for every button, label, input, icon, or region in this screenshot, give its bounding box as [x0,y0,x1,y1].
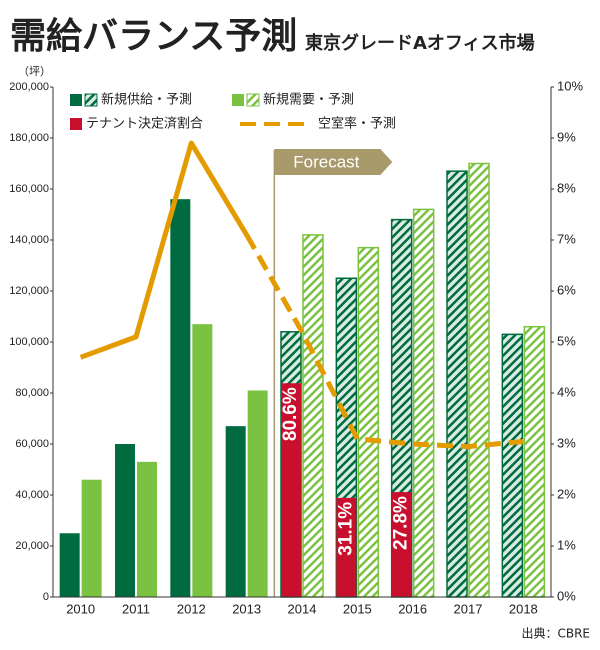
legend-label: テナント決定済割合 [86,116,203,132]
y-tick-label: 120,000 [9,285,49,297]
committed-label: 27.8% [391,496,412,550]
legend-swatch [70,118,82,130]
committed-label: 80.6% [280,387,301,441]
x-tick-label: 2010 [66,601,95,616]
y2-tick-label: 10% [557,78,583,93]
vacancy-line-actual [79,140,249,360]
x-tick-label: 2016 [398,601,427,616]
x-tick-label: 2013 [232,601,261,616]
y-tick-label: 0 [43,591,49,603]
legend-label: 空室率・予測 [318,116,396,132]
legend-swatch [246,93,260,107]
y-tick-label: 60,000 [15,438,49,450]
demand-bar [192,324,213,597]
x-tick-label: 2017 [454,601,483,616]
y2-tick-label: 6% [557,282,576,297]
y-tick-label: 140,000 [9,234,49,246]
committed-bar [391,492,412,597]
legend-swatch [84,93,98,107]
y-tick-label: 80,000 [15,387,49,399]
legend-label: 新規供給・予測 [101,92,192,108]
forecast-arrow [274,149,393,175]
legend-swatch [70,94,82,106]
y-tick-label: 40,000 [15,489,49,501]
y2-tick-label: 5% [557,333,576,348]
committed-label: 31.1% [335,502,356,556]
y2-tick-label: 7% [557,231,576,246]
y2-tick-label: 0% [557,588,576,603]
demand-bar [137,461,157,597]
demand-bar [468,162,490,598]
forecast-label: Forecast [293,152,359,171]
y2-tick-label: 8% [557,180,576,195]
y-unit: （坪） [18,65,51,78]
x-tick-label: 2014 [288,601,317,616]
demand-bar [81,479,102,597]
y-tick-label: 20,000 [15,540,49,552]
supply-bar [170,199,191,597]
supply-bar [501,333,524,598]
x-tick-label: 2015 [343,601,372,616]
y-tick-label: 160,000 [9,183,49,195]
y-tick-label: 180,000 [9,132,49,144]
demand-bar [357,246,380,598]
y2-tick-label: 2% [557,486,576,501]
demand-bar [412,208,435,598]
supply-bar [115,444,135,597]
demand-bar [523,325,546,598]
committed-bar [281,383,301,597]
chart-subtitle: 東京グレードAオフィス市場 [305,32,535,54]
supply-bar [446,170,468,598]
supply-bar [59,533,80,597]
legend-label: 新規需要・予測 [263,92,354,108]
supply-bar [225,426,246,597]
y2-tick-label: 9% [557,129,576,144]
x-tick-label: 2018 [509,601,538,616]
committed-bar [336,497,357,597]
demand-bar [302,234,324,598]
chart-title: 需給バランス予測 [10,16,297,57]
x-tick-label: 2011 [122,601,150,616]
demand-bar [247,390,268,597]
y2-tick-label: 4% [557,384,576,399]
legend-swatch [232,94,244,106]
y-tick-label: 100,000 [9,336,49,348]
source: 出典：CBRE [521,627,590,641]
y2-tick-label: 1% [557,537,576,552]
y-tick-label: 200,000 [9,81,49,93]
y2-tick-label: 3% [557,435,576,450]
x-tick-label: 2012 [177,601,206,616]
